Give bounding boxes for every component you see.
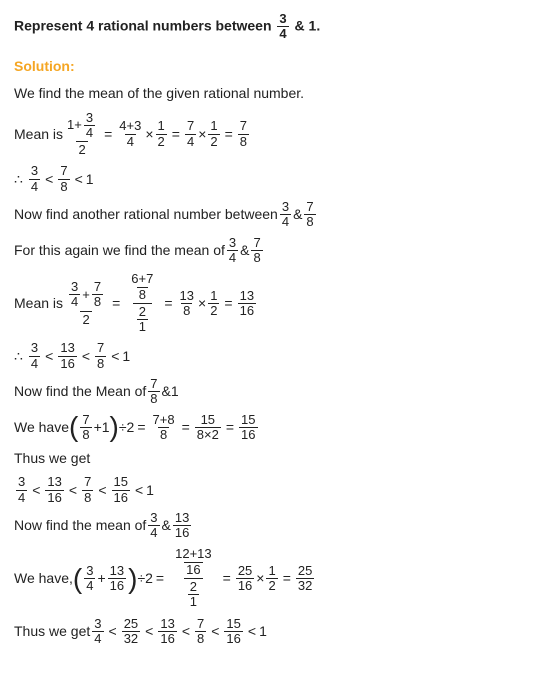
solution-label: Solution: [14,56,543,77]
question: Represent 4 rational numbers between 3 4… [14,12,543,42]
ineq2: 34 < 1316 < 78 < 1 [14,341,543,371]
ineq3: 34 < 1316 < 78 < 1516 < 1 [14,475,543,505]
mean3: We have ( 78 +1 ) ÷2 = 7+88 = 158×2 = 15… [14,413,543,443]
question-prefix: Represent 4 rational numbers between [14,18,275,34]
step4: Now find the Mean of 78 & 1 [14,377,543,407]
paren-open-icon: ( [69,413,78,441]
mean1-lhs: 1 + 34 2 [65,110,99,159]
thus2: Thus we get [14,621,90,642]
paren-open-icon: ( [73,565,82,593]
thus1: Thus we get [14,448,543,469]
question-amp: & [295,18,305,34]
paren-close-icon: ) [110,413,119,441]
step2: Now find another rational number between… [14,200,543,230]
question-end: 1. [309,18,321,34]
step3: For this again we find the mean of 34 & … [14,236,543,266]
ineq4: Thus we get 34 < 2532 < 1316 < 78 < 1516… [14,617,543,647]
mean1: Mean is 1 + 34 2 = 4+34 × 12 = 74 × 12 =… [14,110,543,159]
step5: Now find the mean of 34 & 1316 [14,511,543,541]
question-frac: 3 4 [277,12,288,42]
mean4: We have, ( 34 + 1316 ) ÷2 = 12+1316 21 =… [14,546,543,610]
ineq1: 34 < 78 < 1 [14,164,543,194]
paren-close-icon: ) [128,565,137,593]
mean2: Mean is 34 + 78 2 = 6+78 21 = 138 × 12 =… [14,271,543,335]
step1-text: We find the mean of the given rational n… [14,83,543,104]
